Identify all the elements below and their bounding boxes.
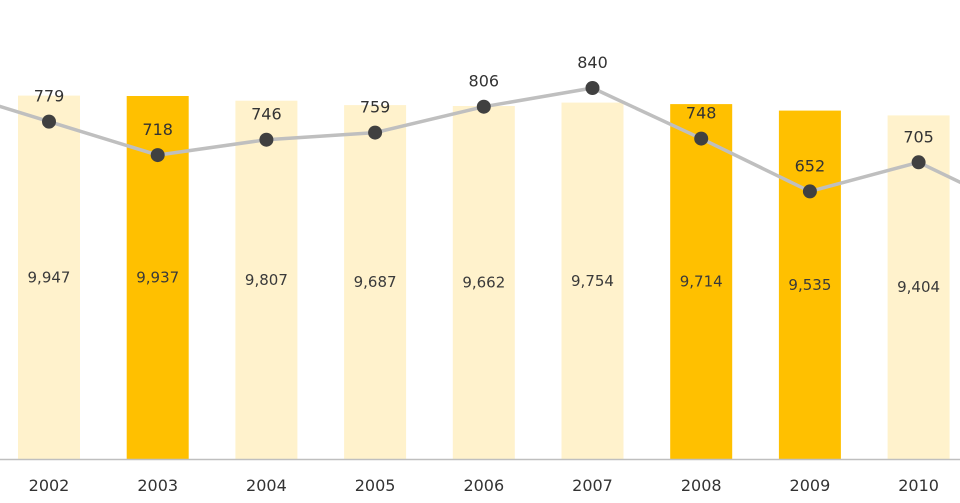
bar-value-label-2008: 9,714 (680, 273, 723, 291)
line-marker-2008 (694, 131, 709, 146)
line-value-label-2008: 748 (686, 104, 717, 123)
line-marker-2003 (150, 148, 165, 163)
bar-value-label-2004: 9,807 (245, 271, 288, 289)
bar-value-label-2007: 9,754 (571, 272, 614, 290)
line-marker-2007 (585, 81, 600, 95)
bar-2007 (561, 102, 624, 459)
line-value-label-2005: 759 (360, 98, 391, 117)
bar-value-label-2006: 9,662 (462, 274, 505, 292)
line-value-label-2009: 652 (795, 156, 826, 175)
x-tick-label-2007: 2007 (572, 476, 613, 495)
bar-2009 (778, 110, 841, 459)
line-marker-2004 (259, 132, 274, 147)
bar-2008 (670, 104, 733, 459)
bar-2004 (235, 100, 298, 459)
bars-layer: 9,947 9,937 9,807 9,687 9,662 9,754 9,714 9,535… (18, 95, 950, 460)
x-tick-label-2004: 2004 (246, 476, 287, 495)
bar-value-label-2002: 9,947 (28, 268, 71, 286)
x-tick-label-2003: 2003 (137, 476, 178, 495)
bar-value-label-2005: 9,687 (354, 273, 397, 291)
line-value-label-2003: 718 (142, 120, 173, 139)
bar-2005 (344, 105, 407, 459)
line-marker-2006 (476, 99, 491, 114)
x-tick-label-2006: 2006 (463, 476, 504, 495)
bar-value-label-2003: 9,937 (136, 269, 179, 287)
bar-2002 (18, 95, 80, 459)
line-value-label-2006: 806 (469, 72, 500, 91)
line-value-label-2007: 840 (577, 53, 608, 72)
line-marker-2002 (42, 114, 56, 129)
line-marker-2005 (368, 125, 383, 140)
x-tick-label-2002: 2002 (29, 476, 70, 495)
x-tick-label-2005: 2005 (355, 476, 396, 495)
line-value-label-2004: 746 (251, 105, 282, 124)
bar-2006 (452, 106, 515, 459)
line-value-label-2010: 705 (903, 127, 934, 146)
line-value-label-2002: 779 (34, 87, 65, 106)
x-tick-label-2008: 2008 (681, 476, 722, 495)
bar-value-label-2010: 9,404 (897, 278, 940, 296)
x-tick-label-2010: 2010 (898, 476, 939, 495)
line-marker-2009 (802, 184, 817, 199)
line-layer: 779 718 746 759 806 840 748 652 705 (0, 53, 960, 199)
line-marker-2010 (911, 155, 926, 170)
bar-value-label-2009: 9,535 (788, 276, 831, 294)
x-tick-label-2009: 2009 (790, 476, 831, 495)
x-axis: 2002 2003 2004 2005 2006 2007 2008 2009 2010 (0, 458, 960, 495)
